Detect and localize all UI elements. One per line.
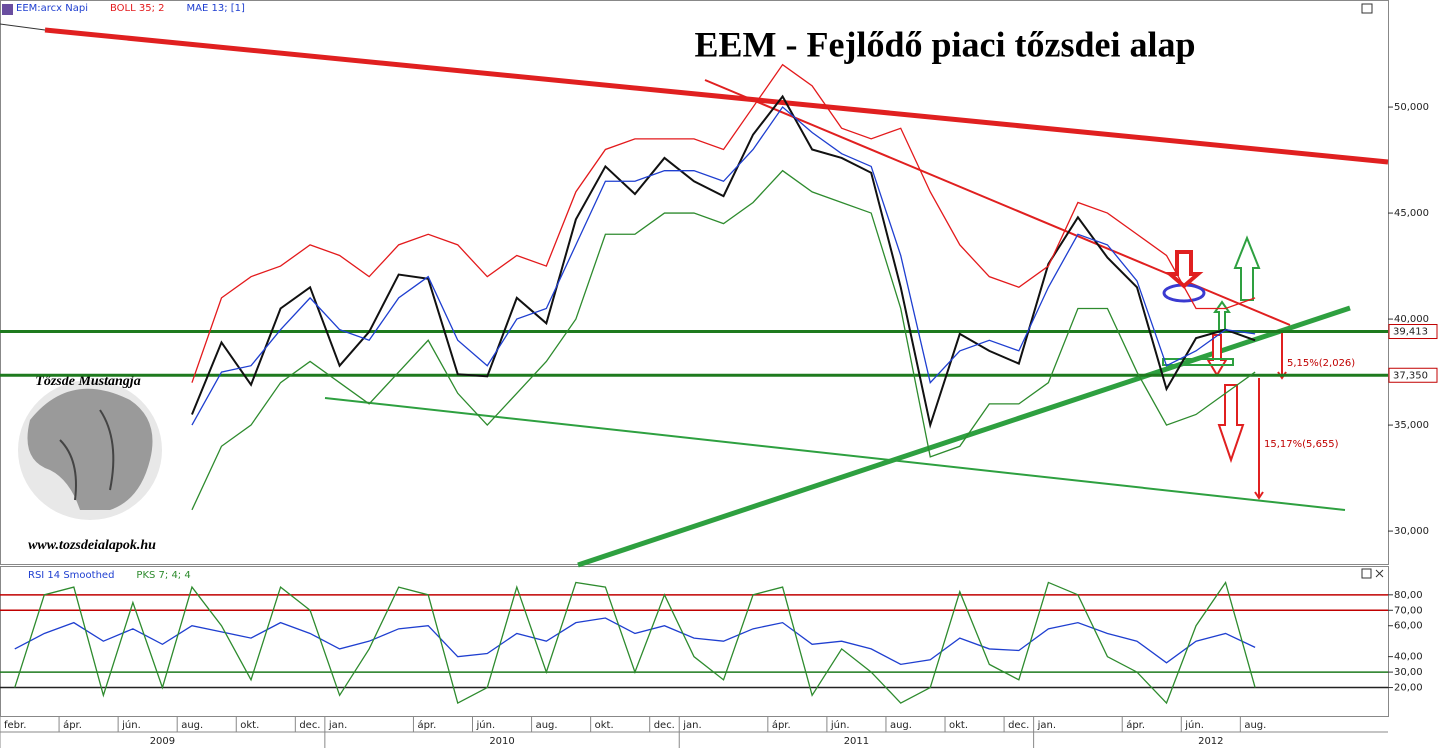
x-tick-label: aug. [890, 720, 912, 731]
logo-title: Tőzsde Mustangja [35, 374, 140, 389]
level-box [1388, 324, 1438, 340]
x-tick-label: aug. [536, 720, 558, 731]
oscillator-panel [0, 566, 1389, 717]
y-tick-label: 50,000 [1394, 102, 1429, 113]
y-tick-label: 40,000 [1394, 314, 1429, 325]
app-icon [2, 4, 13, 15]
year-label: 2009 [150, 736, 175, 747]
x-tick-label: jún. [830, 719, 850, 731]
y-tick-label: 35,000 [1394, 420, 1429, 431]
x-tick-label: jan. [682, 720, 701, 731]
y-tick-label: 20,00 [1394, 683, 1423, 694]
level-box [1388, 367, 1438, 383]
series-line [191, 169, 1256, 511]
x-tick-label: aug. [181, 720, 203, 731]
level-label: 37,350 [1393, 370, 1428, 381]
x-tick-label: ápr. [1126, 719, 1145, 731]
x-tick-label: jan. [328, 720, 347, 731]
price-panel [0, 0, 1389, 565]
maximize-button[interactable] [1361, 3, 1373, 14]
logo-url: www.tozsdeialapok.hu [28, 538, 156, 553]
year-label: 2012 [1198, 736, 1223, 747]
logo [18, 380, 162, 520]
x-tick-label: dec. [654, 720, 675, 731]
trendlines [0, 23, 1389, 568]
annotation: 5,15%(2,026) [1287, 358, 1355, 369]
maximize-button[interactable] [1361, 568, 1372, 579]
year-label: 2010 [489, 736, 514, 747]
x-tick-label: ápr. [417, 719, 436, 731]
legend-entry: RSI 14 Smoothed [28, 570, 114, 581]
series-line [191, 106, 1256, 426]
legend-entry: BOLL 35; 2 [110, 3, 165, 14]
x-tick-label: aug. [1244, 720, 1266, 731]
y-tick-label: 80,00 [1394, 590, 1423, 601]
year-label: 2011 [844, 736, 869, 747]
y-tick-label: 70,00 [1394, 605, 1423, 616]
series-line [191, 94, 1256, 429]
x-tick-label: okt. [595, 720, 614, 731]
level-label: 39,413 [1393, 327, 1428, 338]
x-tick-label: dec. [1008, 720, 1029, 731]
x-tick-label: ápr. [63, 719, 82, 731]
legend-entry: EEM:arcx Napi [16, 3, 88, 14]
x-tick-label: jan. [1037, 720, 1056, 731]
x-tick-label: ápr. [772, 719, 791, 731]
x-tick-label: jún. [1184, 719, 1204, 731]
close-button[interactable] [1375, 569, 1384, 578]
legend-entry: MAE 13; [1] [187, 3, 246, 14]
chart-title: EEM - Fejlődő piaci tőzsdei alap [695, 24, 1196, 64]
x-tick-label: febr. [4, 720, 26, 731]
series-line [14, 580, 1256, 705]
x-tick-label: jún. [476, 719, 496, 731]
series-line [191, 63, 1256, 383]
legend-entry: PKS 7; 4; 4 [136, 570, 190, 581]
y-tick-label: 40,00 [1394, 652, 1423, 663]
x-tick-label: dec. [299, 720, 320, 731]
x-tick-label: jún. [121, 719, 141, 731]
annotation: 15,17%(5,655) [1264, 439, 1339, 450]
y-tick-label: 60,00 [1394, 621, 1423, 632]
x-tick-label: okt. [949, 720, 968, 731]
series-line [14, 617, 1256, 666]
y-tick-label: 30,00 [1394, 667, 1423, 678]
y-tick-label: 30,000 [1394, 526, 1429, 537]
y-tick-label: 45,000 [1394, 208, 1429, 219]
x-tick-label: okt. [240, 720, 259, 731]
